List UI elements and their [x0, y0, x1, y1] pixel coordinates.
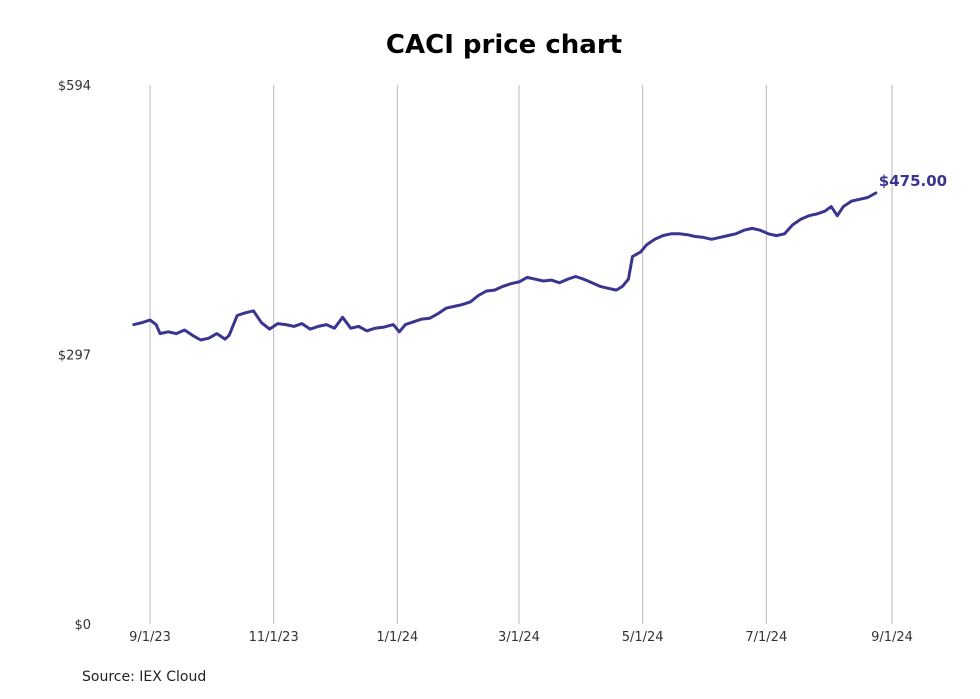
- x-tick-label: 1/1/24: [376, 630, 418, 645]
- chart-title: CACI price chart: [385, 30, 623, 60]
- last-price-label: $475.00: [879, 172, 947, 190]
- grid-lines: [149, 85, 893, 624]
- x-tick-label: 11/1/23: [249, 630, 299, 645]
- y-tick-label: $297: [58, 349, 91, 364]
- x-tick-label: 3/1/24: [498, 630, 540, 645]
- y-tick-label: $594: [58, 79, 91, 94]
- x-tick-label: 9/1/24: [871, 630, 913, 645]
- x-tick-label: 5/1/24: [622, 630, 664, 645]
- y-axis-ticks: $0 $297 $594: [58, 79, 91, 633]
- x-tick-label: 9/1/23: [129, 630, 171, 645]
- x-axis-ticks: 9/1/23 11/1/23 1/1/24 3/1/24 5/1/24 7/1/24 9/1…: [129, 630, 913, 645]
- y-tick-label: $0: [74, 618, 91, 633]
- x-tick-label: 7/1/24: [745, 630, 787, 645]
- source-note: Source: IEX Cloud: [82, 669, 207, 685]
- price-series-line: [132, 191, 878, 342]
